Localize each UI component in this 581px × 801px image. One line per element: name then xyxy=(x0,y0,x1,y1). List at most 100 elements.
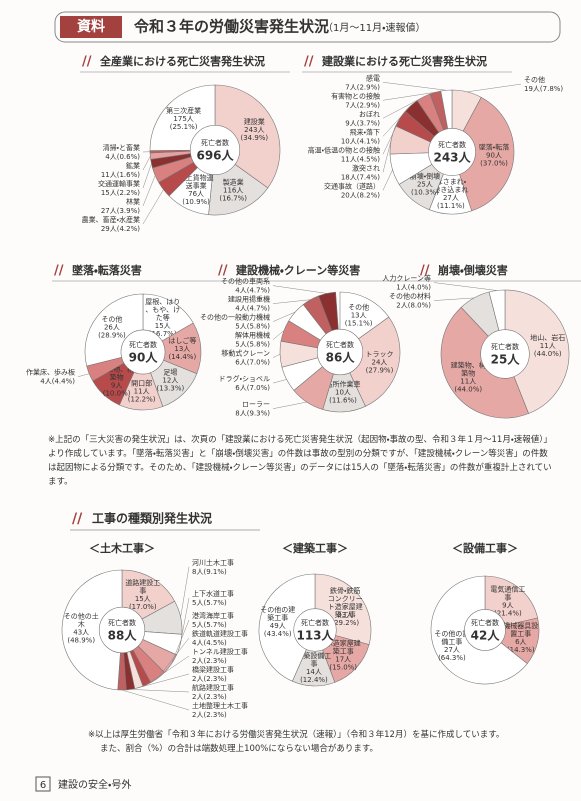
slice-value: 9人 xyxy=(502,601,513,609)
slice-value: 24人 xyxy=(372,358,388,366)
slice-label: ローラー xyxy=(242,401,270,409)
pie-chart: //全産業における死亡災害発生状況建設業243人(34.9%)製造業116人(1… xyxy=(80,54,290,233)
slice-percent: (5.8%) xyxy=(247,323,271,331)
slice-label: その他の材料 xyxy=(389,292,431,301)
slice-percent: (4.7%) xyxy=(247,305,271,313)
heading-slashes: // xyxy=(82,55,92,70)
slice-value: 5人 xyxy=(192,599,203,607)
slice-value: 11人 xyxy=(540,342,556,350)
chart-title: 建設業における死亡災害発生状況 xyxy=(321,54,487,68)
slice-value: 243人 xyxy=(244,126,264,134)
section-title: 工事の種類別発生状況 xyxy=(92,511,212,526)
slice-label: 作業床、歩み板 xyxy=(26,368,75,377)
leader-line xyxy=(382,96,424,119)
slice-percent: (16.7%) xyxy=(149,330,177,338)
slice-label: 屋根、はり、もや、けた等 xyxy=(145,297,180,322)
slice-label: 移動式クレーン xyxy=(221,349,270,358)
center-label: 死亡者数 xyxy=(301,618,329,627)
slice-percent: (3.7%) xyxy=(357,119,381,127)
slice-label: 建築設備工事 xyxy=(296,651,331,668)
leader-line xyxy=(180,566,190,618)
slice-percent: (2.3%) xyxy=(203,657,227,665)
slice-label: 交通事故（道路） xyxy=(324,181,380,190)
slice-value: 43人 xyxy=(73,629,89,637)
slice-percent: (27.9%) xyxy=(366,366,394,374)
slice-value-line: 8人(9.3%) xyxy=(235,410,270,418)
leader-line xyxy=(272,330,285,340)
slice-percent: (11.1%) xyxy=(437,202,465,210)
leader-line xyxy=(382,105,412,137)
slice-percent: (44.0%) xyxy=(454,385,482,393)
slice-value: 76人 xyxy=(188,190,204,198)
leader-line xyxy=(382,92,436,101)
slice-percent: (5.8%) xyxy=(247,341,271,349)
chart-title: 全産業における死亡災害発生状況 xyxy=(100,54,265,68)
slice-label: 製造業 xyxy=(223,177,244,186)
slice-label: 木造家屋建築工事 xyxy=(326,639,361,656)
slice-label: 地山、岩石 xyxy=(530,333,565,342)
slice-value: 11人 xyxy=(460,377,476,385)
slice-label: トンネル建設工事 xyxy=(192,647,248,656)
pie-chart: //崩壊・倒壊災害地山、岩石11人(44.0%)建築物、構築物11人(44.0%… xyxy=(382,263,581,419)
slice-percent: (4.5%) xyxy=(357,155,381,163)
pie-hole xyxy=(316,328,364,376)
leader-line xyxy=(382,82,447,91)
slice-label: その他の設備工事 xyxy=(434,629,469,646)
slice-label: その他 xyxy=(348,303,369,312)
slice-value: 2人 xyxy=(192,657,203,665)
slice-label: 建設業 xyxy=(244,117,265,126)
slice-value: 11人 xyxy=(134,387,150,395)
slice-label: 感電 xyxy=(366,73,380,82)
chart-title: 崩壊・倒壊災害 xyxy=(438,263,508,277)
slice-value-line: 6人(7.0%) xyxy=(235,359,270,367)
slice-percent: (4.5%) xyxy=(203,639,227,647)
center-total: 243人 xyxy=(433,151,471,165)
pie-slice xyxy=(214,84,281,189)
slice-label: その他の建築工事 xyxy=(260,605,295,622)
slice-label: その他の一般動力機械 xyxy=(200,313,270,322)
pie-slice xyxy=(142,322,202,375)
slice-value: 2人 xyxy=(192,675,203,683)
slice-label: その他 xyxy=(101,315,122,324)
pie-chart: //墜落・転落災害屋根、はり、もや、けた等15人(16.7%)はしご等13人(1… xyxy=(26,263,262,411)
slice-percent: (15.0%) xyxy=(329,664,357,672)
slice-value-line: 11人(1.6%) xyxy=(101,171,140,179)
slice-percent: (1.6%) xyxy=(117,171,141,179)
slice-value: 11人 xyxy=(101,171,117,179)
slice-value: 8人 xyxy=(192,568,203,576)
slice-value-line: 11人(4.5%) xyxy=(341,155,380,163)
slice-value-line: 9人(3.7%) xyxy=(345,119,380,127)
upper-note: ※上記の「三大災害の発生状況」は、次頁の「建設業における死亡災害発生状況（起因物… xyxy=(48,435,552,487)
center-label: 死亡者数 xyxy=(201,138,229,147)
slice-value-line: 7人(2.9%) xyxy=(345,83,380,91)
center-total: 42人 xyxy=(471,629,501,643)
slice-percent: (5.7%) xyxy=(203,621,227,629)
slice-label: 河川土木工事 xyxy=(192,558,234,567)
slice-label: 高所作業車 xyxy=(325,380,360,389)
slice-percent: (11.6%) xyxy=(329,397,357,405)
slice-value: 10人 xyxy=(335,389,351,397)
header-subtitle: （1月～11月・速報値） xyxy=(323,21,426,34)
slice-percent: (2.9%) xyxy=(357,101,381,109)
slice-value: 90人 xyxy=(486,152,502,160)
slice-value: 26人 xyxy=(104,324,120,332)
leader-line xyxy=(138,673,190,688)
pie-hole xyxy=(190,125,241,176)
slice-value-line: 2人(2.3%) xyxy=(192,693,227,701)
slice-percent: (10.9%) xyxy=(182,198,210,206)
pie-hole xyxy=(98,606,146,654)
slice-value-line: 8人(9.1%) xyxy=(192,568,227,576)
slice-label: 陸上貨物運送事業 xyxy=(179,173,214,190)
slice-value: 15人 xyxy=(155,322,171,330)
slice-percent: (7.0%) xyxy=(247,359,271,367)
slice-percent: (7.8%) xyxy=(540,85,564,93)
slice-percent: (8.0%) xyxy=(408,302,432,310)
center-total: 86人 xyxy=(326,351,356,365)
leader-line xyxy=(272,353,281,358)
header-frame xyxy=(54,11,561,43)
